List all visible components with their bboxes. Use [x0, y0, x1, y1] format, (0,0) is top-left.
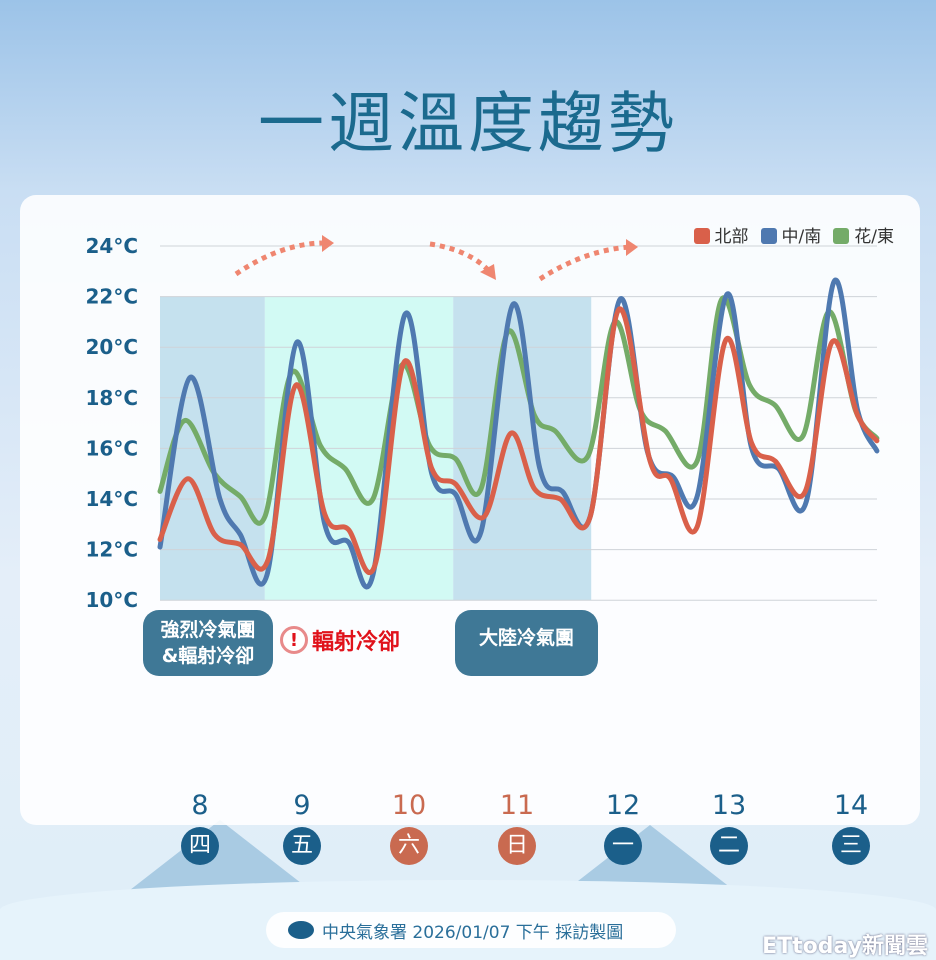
y-tick-label: 14°C	[85, 487, 138, 511]
weekday-badge: 三	[832, 827, 870, 865]
day-label: 14 三	[821, 790, 881, 865]
weekday-badge: 四	[181, 827, 219, 865]
warning-icon: !	[280, 626, 308, 654]
annotation-radiative-cooling: ! 輻射冷卻	[280, 624, 400, 656]
y-tick-label: 18°C	[85, 386, 138, 410]
footer-credit: 中央氣象署 2026/01/07 下午 採訪製圖	[266, 912, 676, 948]
series-line-north	[157, 306, 880, 576]
day-date: 13	[711, 790, 747, 821]
trend-arrow	[429, 241, 492, 274]
weekday-badge: 二	[710, 827, 748, 865]
page-title: 一週溫度趨勢	[258, 85, 678, 162]
legend: 北部 中/南 花/東	[693, 222, 894, 247]
day-date: 12	[605, 790, 641, 821]
weekday-badge: 五	[283, 827, 321, 865]
cwa-logo-icon	[288, 921, 314, 939]
day-label: 10 六	[379, 790, 439, 865]
day-date: 14	[833, 790, 869, 821]
trend-arrow	[234, 240, 323, 277]
day-date: 10	[391, 790, 427, 821]
arrow-head-icon	[322, 235, 334, 252]
day-label: 11 日	[487, 790, 547, 865]
arrow-head-icon	[480, 264, 496, 280]
day-label: 12 一	[593, 790, 653, 865]
y-tick-label: 24°C	[85, 234, 138, 258]
day-date: 9	[293, 790, 311, 821]
legend-item-east: 花/東	[833, 222, 894, 247]
weekday-badge: 六	[390, 827, 428, 865]
trend-arrow	[538, 244, 631, 282]
arrow-head-icon	[626, 239, 638, 256]
day-date: 8	[191, 790, 209, 821]
annotation-strong-cold-air: 強烈冷氣團 &輻射冷卻	[143, 610, 273, 676]
y-tick-label: 16°C	[85, 436, 138, 460]
day-date: 11	[499, 790, 535, 821]
weekday-badge: 日	[498, 827, 536, 865]
y-tick-label: 20°C	[85, 335, 138, 359]
y-tick-label: 22°C	[85, 285, 138, 309]
weekday-badge: 一	[604, 827, 642, 865]
annotation-continental-cold-air: 大陸冷氣團	[455, 610, 598, 676]
legend-item-north: 北部	[693, 222, 749, 247]
brand-logo: ETtoday新聞雲	[762, 934, 928, 959]
y-tick-label: 10°C	[85, 588, 138, 612]
legend-item-central-south: 中/南	[760, 222, 821, 247]
day-label: 13 二	[699, 790, 759, 865]
y-tick-label: 12°C	[85, 538, 138, 562]
